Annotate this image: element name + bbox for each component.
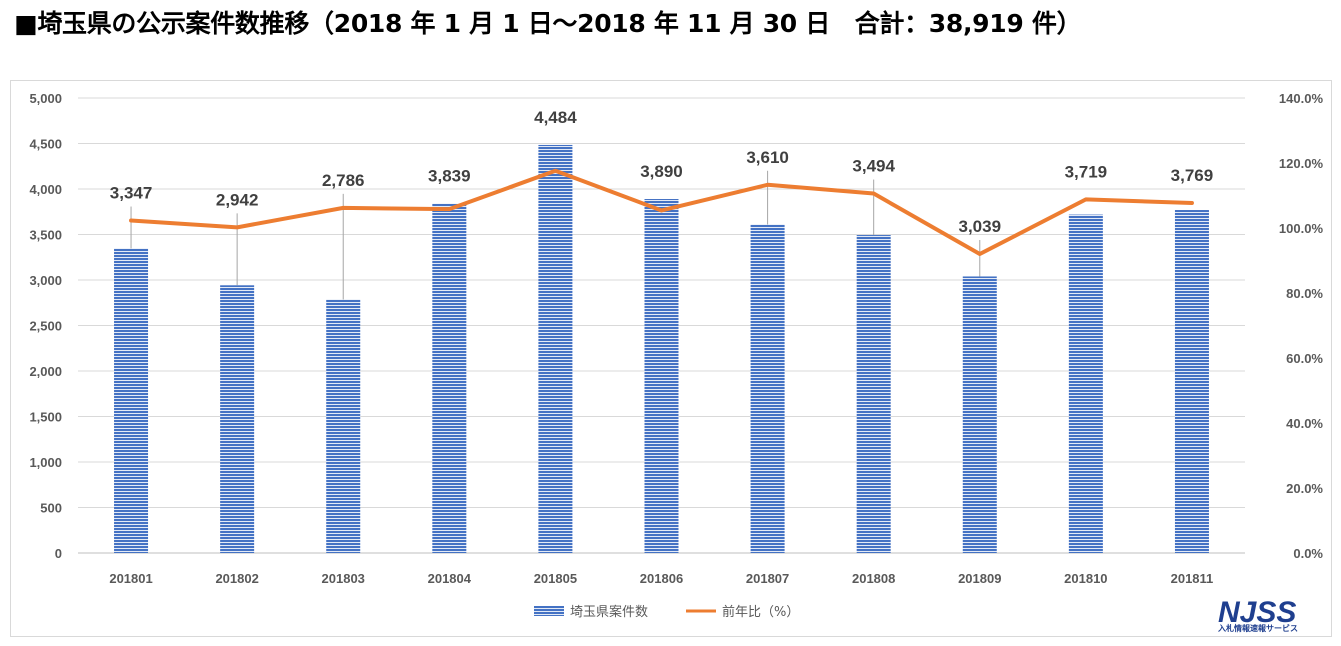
- bar-series: [114, 144, 1209, 554]
- right-tick-label: 100.0%: [1279, 221, 1324, 236]
- line-point: [553, 169, 557, 173]
- left-tick-label: 1,000: [29, 455, 62, 470]
- x-tick-label: 201806: [640, 571, 683, 586]
- bar: [326, 299, 361, 553]
- line-point: [872, 192, 876, 196]
- x-tick-label: 201804: [428, 571, 472, 586]
- njss-logo: NJSS 入札情報速報サービス: [1217, 596, 1298, 633]
- bar-value-label: 3,719: [1065, 162, 1108, 181]
- left-tick-label: 4,000: [29, 182, 62, 197]
- bar-value-label: 3,347: [110, 184, 153, 203]
- x-tick-label: 201803: [322, 571, 365, 586]
- bar-value-label: 3,039: [958, 217, 1001, 236]
- x-tick-label: 201807: [746, 571, 789, 586]
- left-tick-label: 3,500: [29, 228, 62, 243]
- left-tick-label: 0: [55, 546, 62, 561]
- x-tick-label: 201808: [852, 571, 895, 586]
- bar: [962, 276, 997, 553]
- x-tick-label: 201801: [109, 571, 152, 586]
- line-point: [341, 206, 345, 210]
- right-y-axis: 0.0% 20.0% 40.0% 60.0% 80.0% 100.0% 120.0% 140.…: [1279, 91, 1324, 561]
- line-point: [129, 219, 133, 223]
- legend-bar-label: 埼玉県案件数: [570, 605, 648, 620]
- page-title: ■埼玉県の公示案件数推移（2018 年 1 月 1 日～2018 年 11 月 …: [14, 9, 1082, 38]
- logo-sub: 入札情報速報サービス: [1217, 623, 1298, 633]
- left-tick-label: 5,000: [29, 91, 62, 106]
- line-series: [129, 168, 1194, 256]
- bar: [220, 285, 255, 553]
- bar-value-label: 3,839: [428, 167, 471, 186]
- left-tick-label: 2,000: [29, 364, 62, 379]
- line-point: [235, 225, 239, 229]
- x-tick-label: 201802: [215, 571, 258, 586]
- line-point: [766, 183, 770, 187]
- right-tick-label: 0.0%: [1293, 546, 1323, 561]
- bar: [644, 199, 679, 553]
- x-tick-label: 201809: [958, 571, 1001, 586]
- bar-value-label: 4,484: [534, 108, 577, 127]
- x-tick-label: 201805: [534, 571, 577, 586]
- bar-value-label: 2,942: [216, 190, 259, 209]
- chart-frame: [10, 80, 1332, 637]
- bar: [856, 235, 891, 553]
- right-tick-label: 20.0%: [1286, 481, 1323, 496]
- x-axis: 201801 201802 201803 201804 201805 201806 2018…: [109, 571, 1213, 586]
- left-y-axis: 0 500 1,000 1,500 2,000 2,500 3,000 3,500 4,000 4…: [29, 91, 62, 561]
- left-tick-label: 4,500: [29, 137, 62, 152]
- legend-bar-swatch: [534, 606, 564, 616]
- line-point: [1190, 201, 1194, 205]
- bar: [432, 203, 467, 553]
- right-tick-label: 60.0%: [1286, 351, 1323, 366]
- bar-value-label: 3,890: [640, 162, 683, 181]
- bar: [538, 144, 573, 553]
- x-tick-label: 201811: [1171, 571, 1214, 586]
- gridlines: [78, 97, 1245, 554]
- bar: [1068, 214, 1103, 554]
- data-labels: 3,347 2,942 2,786 3,839 4,484 3,890 3,610 3,494…: [110, 108, 1213, 236]
- bar-value-label: 2,786: [322, 171, 365, 190]
- left-tick-label: 2,500: [29, 319, 62, 334]
- line-point: [1084, 197, 1088, 201]
- right-tick-label: 80.0%: [1286, 286, 1323, 301]
- line-point: [660, 208, 663, 212]
- right-tick-label: 140.0%: [1279, 91, 1324, 106]
- left-tick-label: 3,000: [29, 273, 62, 288]
- bar-value-label: 3,610: [746, 148, 789, 167]
- right-tick-label: 120.0%: [1279, 156, 1324, 171]
- left-tick-label: 500: [40, 501, 62, 516]
- bar: [1174, 210, 1209, 553]
- x-tick-label: 201810: [1064, 571, 1107, 586]
- bar: [114, 248, 149, 553]
- right-tick-label: 40.0%: [1286, 416, 1323, 431]
- left-tick-label: 1,500: [29, 410, 62, 425]
- legend: 埼玉県案件数 前年比（%）: [534, 604, 799, 620]
- logo-main: NJSS: [1218, 596, 1296, 629]
- bar: [750, 224, 785, 554]
- legend-line-label: 前年比（%）: [722, 604, 799, 620]
- bar-value-label: 3,494: [852, 157, 895, 176]
- line-point: [447, 207, 451, 211]
- line-point: [978, 252, 982, 256]
- bar-value-label: 3,769: [1171, 166, 1214, 185]
